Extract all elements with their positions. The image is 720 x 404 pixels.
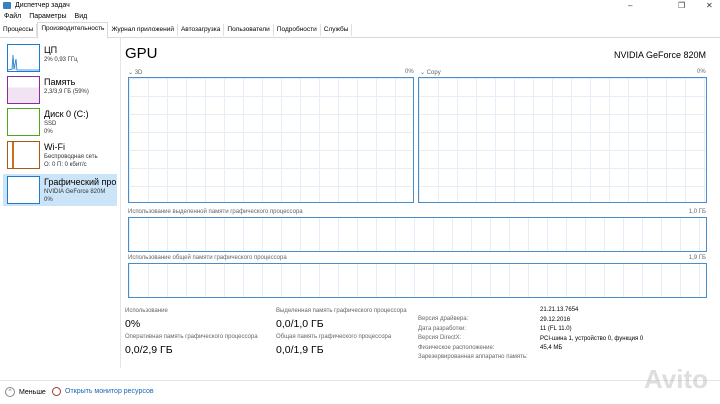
tab-app-history[interactable]: Журнал приложений — [108, 24, 178, 36]
title-bar: Диспетчер задач – ❐ ✕ — [0, 0, 720, 11]
cpu-thumbnail — [7, 44, 40, 72]
sidebar-item-memory[interactable]: Память 2,3/3,9 ГБ (59%) — [3, 74, 117, 106]
info-value: 21.21.13.7654 — [540, 307, 579, 313]
shared-memory-graph — [128, 263, 707, 298]
sidebar-item-wifi[interactable]: Wi-Fi Беспроводная сеть О: 0 П: 0 кбит/с — [3, 139, 117, 171]
tab-users[interactable]: Пользователи — [224, 24, 274, 36]
engine-3d-value: 0% — [405, 69, 414, 75]
info-key: Версия DirectX: — [418, 335, 462, 341]
sidebar-item-detail: 2% 0,93 ГГц — [44, 57, 78, 63]
resource-monitor-label[interactable]: Открыть монитор ресурсов — [65, 388, 154, 395]
info-value: PCI-шина 1, устройство 0, функция 0 — [540, 335, 644, 342]
gpu-device-name: NVIDIA GeForce 820M — [613, 50, 706, 60]
tab-processes[interactable]: Процессы — [0, 24, 38, 36]
info-value: 11 (FL 11.0) — [540, 326, 572, 332]
sidebar-item-value: 0% — [44, 129, 53, 135]
menu-options[interactable]: Параметры — [29, 13, 67, 20]
sidebar-item-value: О: 0 П: 0 кбит/с — [44, 162, 87, 168]
stat-gpu-memory-label: Оперативная память графического процессо… — [125, 334, 258, 340]
menu-view[interactable]: Вид — [74, 13, 88, 20]
disk-thumbnail — [7, 108, 40, 136]
watermark: Avito — [643, 364, 708, 394]
gpu-info: Версия драйвера: 21.21.13.7654 Дата разра… — [418, 307, 643, 360]
sidebar-item-cpu[interactable]: ЦП 2% 0,93 ГГц — [3, 42, 117, 74]
info-key: Дата разработки: — [418, 325, 467, 332]
info-key: Версия драйвера: — [418, 316, 469, 322]
sidebar-item-name: Память — [44, 77, 76, 87]
footer-divider — [0, 380, 720, 381]
sidebar-item-name: ЦП — [44, 45, 58, 55]
stat-gpu-memory-value: 0,0/2,9 ГБ — [125, 344, 173, 356]
tab-startup[interactable]: Автозагрузка — [178, 24, 225, 36]
stat-shared-label: Общая память графического процессора — [276, 334, 392, 340]
stat-shared-value: 0,0/1,9 ГБ — [276, 344, 324, 356]
shared-memory-max: 1,9 ГБ — [688, 255, 706, 261]
sidebar-item-detail: SSD — [44, 121, 57, 127]
engine-copy-label[interactable]: ⌄ Copy — [420, 70, 441, 76]
gpu-thumbnail — [7, 176, 40, 204]
info-key: Физическое расположение: — [418, 344, 495, 351]
maximize-button[interactable]: ❐ — [678, 1, 686, 10]
close-button[interactable]: ✕ — [706, 1, 713, 10]
sidebar-item-name: Wi-Fi — [44, 142, 65, 152]
info-value: 29.12.2016 — [540, 316, 571, 323]
sidebar-divider — [120, 38, 121, 368]
dedicated-memory-max: 1,0 ГБ — [688, 209, 706, 215]
chevron-up-icon: ^ — [5, 387, 15, 397]
sidebar-item-detail: NVIDIA GeForce 820M — [44, 189, 106, 195]
engine-3d-graph — [128, 77, 414, 203]
info-key: Зарезервированная аппаратно память: — [418, 354, 528, 360]
menu-file[interactable]: Файл — [4, 13, 22, 20]
stat-usage-label: Использование — [125, 308, 168, 314]
engine-copy-value: 0% — [697, 69, 706, 75]
page-title: GPU — [125, 45, 158, 62]
engine-3d-label[interactable]: ⌄ 3D — [128, 70, 143, 76]
sidebar-item-gpu[interactable]: Графический про NVIDIA GeForce 820M 0% — [3, 174, 117, 206]
wifi-thumbnail — [7, 141, 40, 169]
engine-name: 3D — [134, 70, 143, 76]
minimize-button[interactable]: – — [628, 1, 633, 10]
fewer-details-label: Меньше — [19, 388, 46, 396]
menu-bar: Файл Параметры Вид — [4, 13, 87, 20]
stat-dedicated-label: Выделенная память графического процессор… — [276, 308, 407, 314]
tab-performance[interactable]: Производительность — [37, 22, 109, 39]
sidebar-item-disk[interactable]: Диск 0 (C:) SSD 0% — [3, 106, 117, 138]
fewer-details-button[interactable]: ^ Меньше — [5, 387, 46, 397]
sidebar-item-detail: Беспроводная сеть — [44, 154, 98, 160]
dedicated-memory-graph — [128, 217, 707, 252]
engine-name: Copy — [426, 70, 441, 76]
window-title: Диспетчер задач — [15, 2, 70, 9]
task-manager-icon — [3, 2, 11, 9]
sidebar-item-detail: 2,3/3,9 ГБ (59%) — [44, 89, 89, 95]
sidebar: ЦП 2% 0,93 ГГц Память 2,3/3,9 ГБ (59%) Д… — [0, 40, 120, 370]
sidebar-item-name: Графический про — [44, 177, 117, 187]
stat-usage-value: 0% — [125, 318, 141, 330]
shared-memory-label: Использование общей памяти графического … — [128, 255, 287, 261]
tab-services[interactable]: Службы — [321, 24, 353, 36]
resource-monitor-icon — [52, 387, 61, 396]
info-value: 45,4 МБ — [540, 345, 563, 351]
tab-details[interactable]: Подробности — [274, 24, 321, 36]
engine-copy-graph — [418, 77, 707, 203]
stat-dedicated-value: 0,0/1,0 ГБ — [276, 318, 324, 330]
memory-thumbnail — [7, 76, 40, 104]
open-resource-monitor-link[interactable]: Открыть монитор ресурсов — [52, 387, 154, 396]
sidebar-item-value: 0% — [44, 197, 53, 203]
dedicated-memory-label: Использование выделенной памяти графичес… — [128, 209, 303, 215]
sidebar-item-name: Диск 0 (C:) — [44, 109, 89, 119]
tab-bar: Процессы Производительность Журнал прило… — [0, 22, 720, 39]
